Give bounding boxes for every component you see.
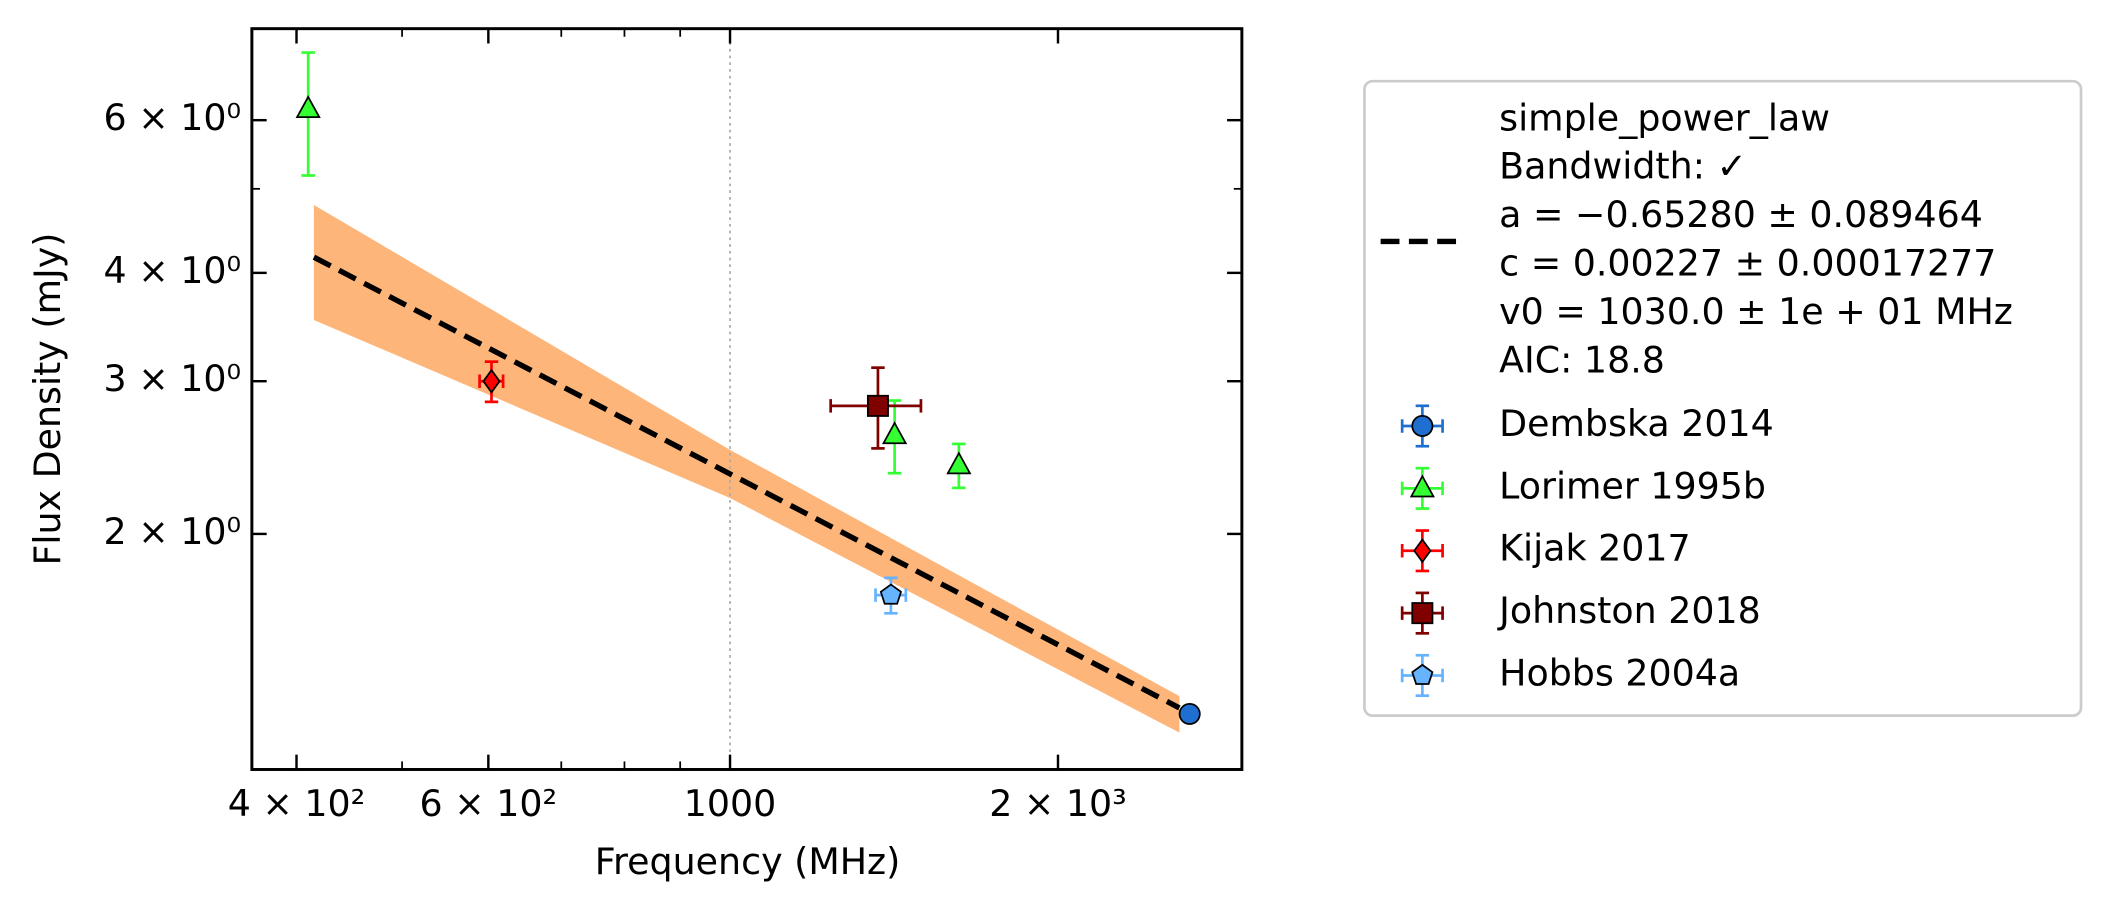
- marker: [879, 583, 903, 605]
- plot-frame: [250, 27, 1244, 771]
- y-tick-label: 3 × 10⁰: [104, 357, 242, 400]
- y-axis-label: Flux Density (mJy): [26, 233, 69, 566]
- legend-label: simple_power_law: [1499, 96, 1830, 139]
- marker: [1178, 702, 1201, 725]
- x-tick-label: 6 × 10²: [420, 782, 558, 825]
- y-tick-label: 6 × 10⁰: [104, 96, 242, 139]
- legend-label: AIC: 18.8: [1499, 339, 1665, 382]
- plot-area: [295, 28, 1201, 770]
- legend-label: Johnston 2018: [1497, 589, 1761, 632]
- marker: [1411, 415, 1434, 437]
- legend-label: v0 = 1030.0 ± 1e + 01 MHz: [1499, 290, 2013, 333]
- marker: [295, 95, 321, 118]
- legend-label: c = 0.00227 ± 0.00017277: [1499, 242, 1996, 285]
- legend-label: Lorimer 1995b: [1499, 464, 1766, 507]
- fit-line: [312, 254, 1181, 711]
- marker: [1411, 663, 1434, 685]
- legend-label: Bandwidth: ✓: [1499, 145, 1747, 188]
- marker: [1411, 602, 1434, 625]
- marker: [866, 394, 889, 417]
- confidence-band: [313, 204, 1180, 733]
- legend-box: [1363, 79, 2083, 717]
- legend-label: Kijak 2017: [1499, 527, 1690, 570]
- marker: [946, 451, 972, 475]
- legend-label: Hobbs 2004a: [1499, 651, 1740, 694]
- y-tick-label: 4 × 10⁰: [104, 249, 242, 292]
- x-axis-label: Frequency (MHz): [595, 840, 901, 883]
- legend-label: Dembska 2014: [1499, 402, 1774, 445]
- y-tick-label: 2 × 10⁰: [104, 510, 242, 553]
- marker: [1409, 474, 1435, 498]
- marker: [1413, 538, 1432, 564]
- x-tick-label: 2 × 10³: [989, 782, 1127, 825]
- legend-label: a = −0.65280 ± 0.089464: [1499, 193, 1983, 236]
- x-tick-label: 4 × 10²: [228, 782, 366, 825]
- marker: [482, 368, 501, 394]
- x-tick-label: 1000: [684, 782, 777, 825]
- marker: [882, 421, 908, 445]
